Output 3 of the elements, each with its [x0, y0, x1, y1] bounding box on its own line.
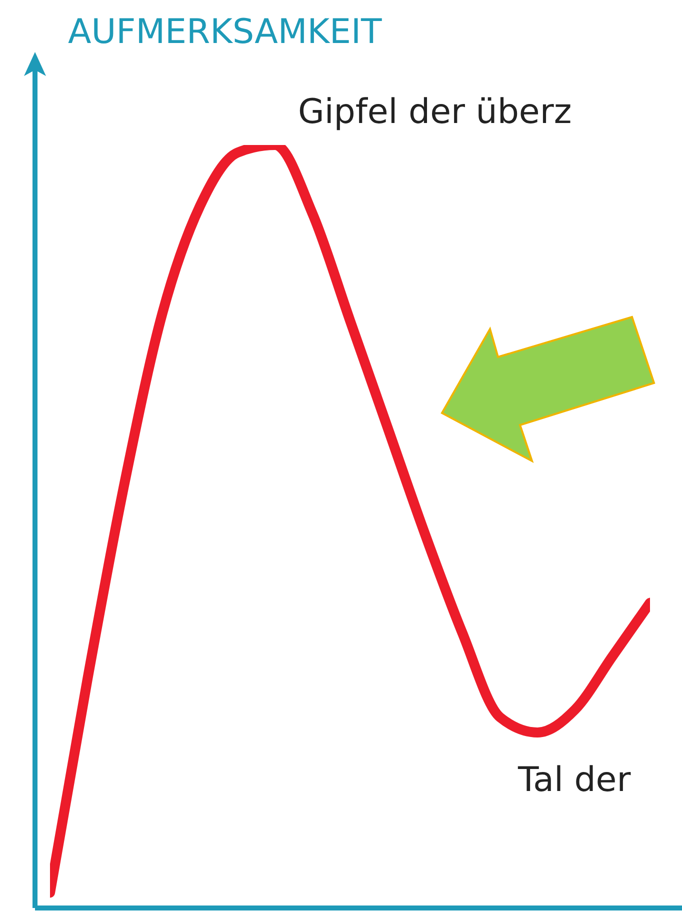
annotation: Tal der	[518, 760, 631, 800]
text: Gipfel der überz	[298, 92, 572, 132]
y-axis-title: AUFMERKSAMKEIT	[68, 12, 382, 52]
